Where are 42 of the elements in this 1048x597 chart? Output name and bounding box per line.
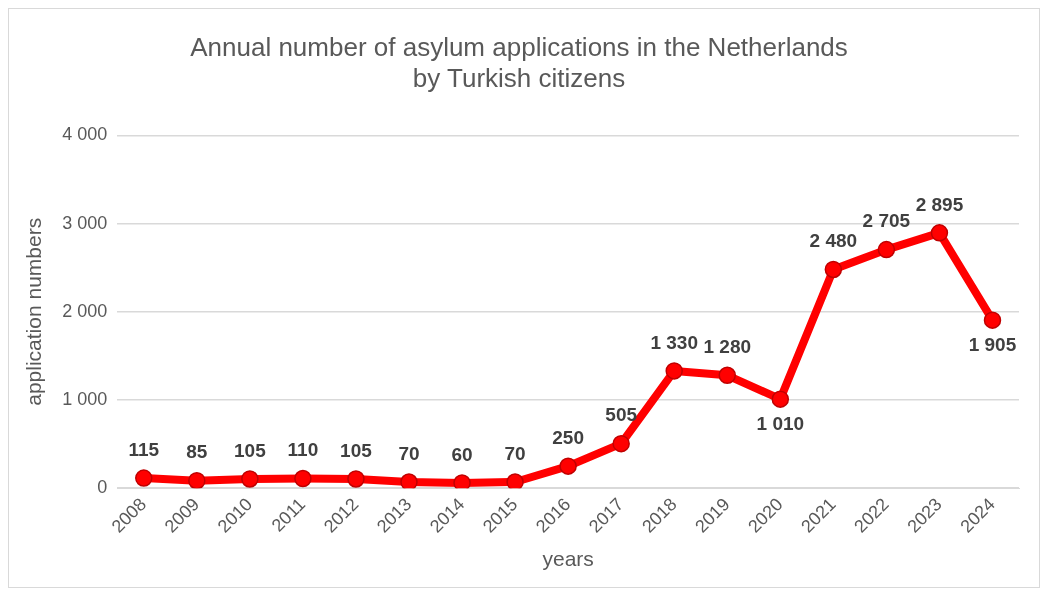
point <box>453 474 471 489</box>
text: 2 705 <box>862 210 911 232</box>
point <box>824 260 843 279</box>
point <box>612 434 630 453</box>
point <box>877 240 896 259</box>
point <box>135 469 153 487</box>
y-tick-label: 2 000 <box>62 300 108 321</box>
text: 105 <box>340 439 372 461</box>
text: 250 <box>552 426 584 448</box>
text: 60 <box>451 443 473 465</box>
y-tick-label: 4 000 <box>62 124 108 145</box>
point <box>188 471 206 489</box>
text: 2 480 <box>809 230 858 252</box>
y-tick-label: 0 <box>97 477 108 498</box>
point <box>400 473 418 489</box>
point <box>718 366 737 385</box>
point <box>665 362 683 380</box>
point <box>241 470 259 488</box>
y-tick-label: 1 000 <box>62 388 108 409</box>
text: 110 <box>287 439 319 461</box>
point <box>771 390 790 408</box>
text: 85 <box>186 441 208 463</box>
text: 1 330 <box>650 331 698 353</box>
text: 2 895 <box>915 193 964 215</box>
point <box>347 470 365 488</box>
text: 105 <box>234 439 266 461</box>
x-axis-title: years <box>542 547 594 571</box>
text: 1 010 <box>756 412 805 434</box>
point <box>559 457 577 475</box>
text: 70 <box>504 442 526 464</box>
point <box>294 469 312 488</box>
point <box>930 224 949 242</box>
chart-title: Annual number of asylum applications in the Netherlands by Turkish citizens <box>190 31 848 93</box>
text: 1 280 <box>703 336 752 358</box>
point <box>506 473 524 489</box>
point <box>983 311 1002 329</box>
text: 1 905 <box>968 333 1017 355</box>
text: 70 <box>398 442 420 464</box>
text: 505 <box>605 404 638 426</box>
y-tick-label: 3 000 <box>62 212 108 233</box>
text: 115 <box>128 438 160 460</box>
y-axis-title: application numbers <box>22 217 46 406</box>
